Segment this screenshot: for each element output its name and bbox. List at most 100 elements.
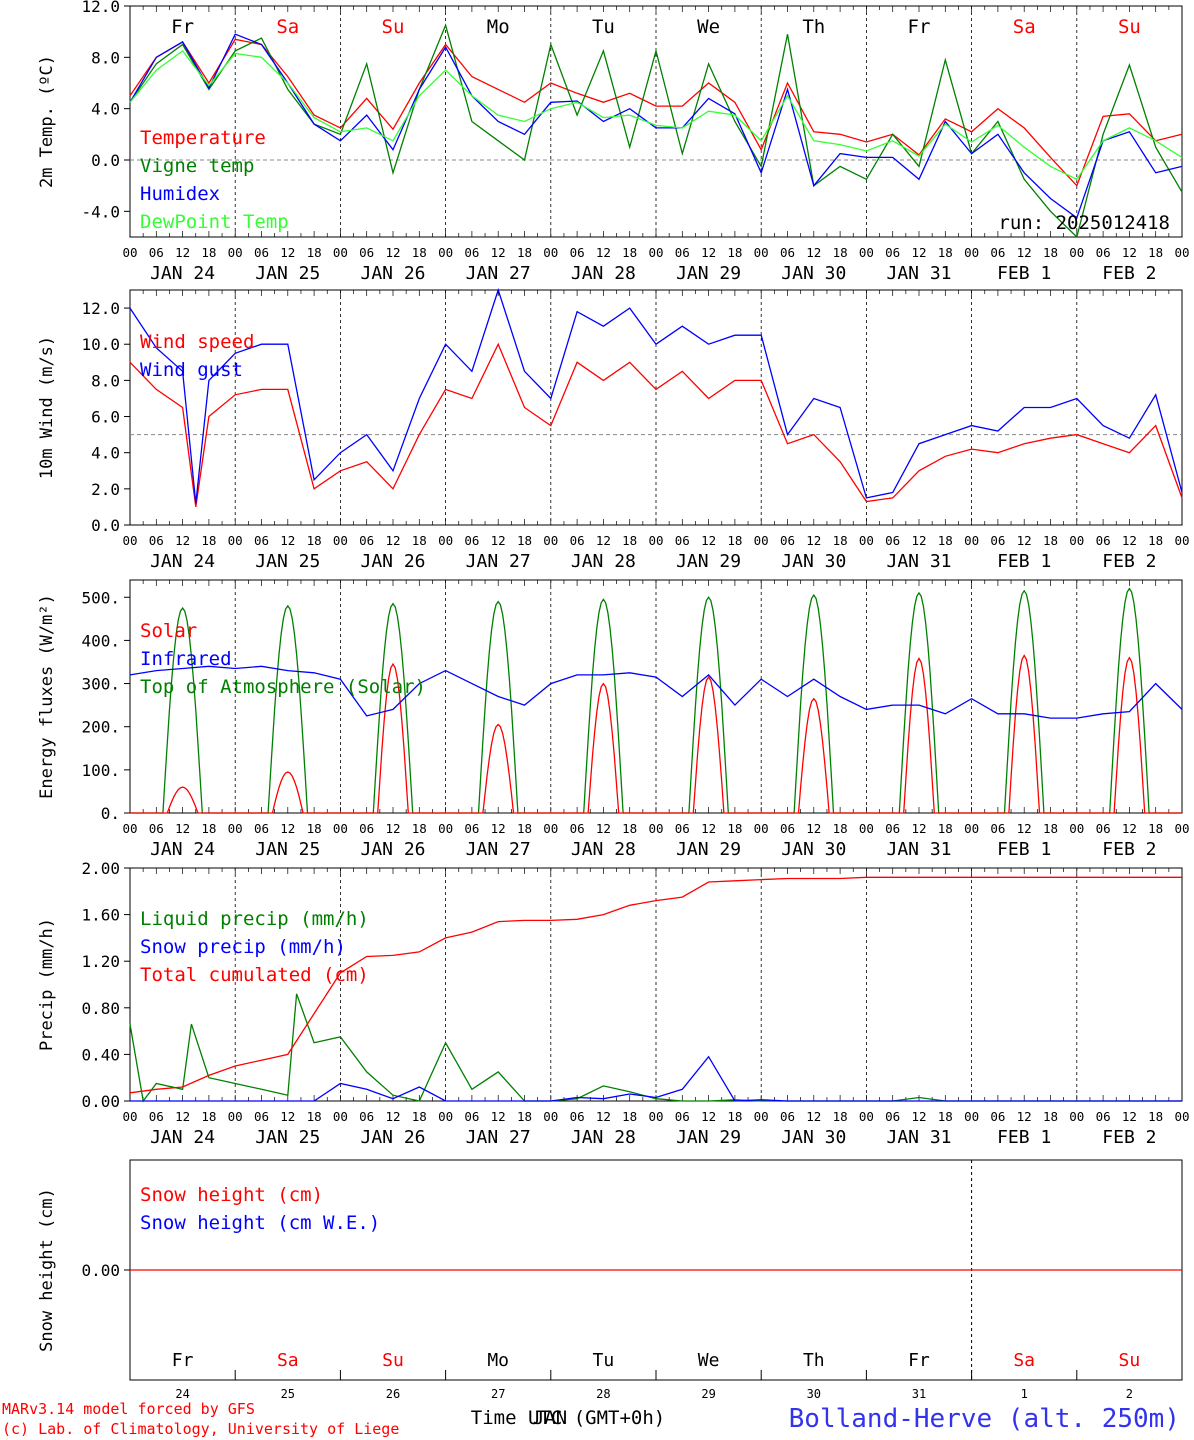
date-label: JAN 24 (150, 551, 215, 572)
legend-entry: Solar (140, 620, 197, 642)
y-axis-label: Snow height (cm) (37, 1188, 57, 1352)
hour-label: 12 (1122, 533, 1137, 548)
date-label: JAN 26 (360, 1127, 425, 1148)
weekday-label: Sa (1013, 16, 1036, 38)
hour-label: 12 (701, 245, 716, 260)
hour-label: 18 (517, 821, 532, 836)
hour-label: 18 (1148, 1109, 1163, 1124)
hour-label: 18 (1043, 1109, 1058, 1124)
y-tick-label: 4.0 (91, 100, 120, 119)
hour-label: 00 (1069, 821, 1084, 836)
hour-label: 12 (701, 1109, 716, 1124)
hour-label: 00 (438, 245, 453, 260)
y-tick-label: 200. (81, 718, 120, 737)
hour-label: 12 (385, 1109, 400, 1124)
y-tick-label: 12.0 (81, 0, 120, 16)
hour-label: 18 (517, 245, 532, 260)
hour-label: 18 (622, 245, 637, 260)
hour-label: 06 (675, 245, 690, 260)
hour-label: 00 (333, 245, 348, 260)
y-tick-label: 0.80 (81, 999, 120, 1018)
date-label: FEB 2 (1102, 263, 1156, 284)
series-line (130, 1055, 1182, 1102)
y-tick-label: -4.0 (81, 202, 120, 221)
day-number: 27 (491, 1387, 505, 1401)
hour-label: 12 (806, 821, 821, 836)
hour-label: 18 (622, 533, 637, 548)
hour-label: 00 (1174, 821, 1189, 836)
hour-label: 12 (596, 245, 611, 260)
hour-label: 12 (701, 821, 716, 836)
hour-label: 18 (307, 245, 322, 260)
y-tick-label: 2.0 (91, 480, 120, 499)
hour-label: 00 (1174, 533, 1189, 548)
date-label: JAN 31 (886, 1127, 951, 1148)
hour-label: 12 (385, 533, 400, 548)
date-label: JAN 25 (255, 551, 320, 572)
hour-label: 12 (596, 821, 611, 836)
hour-label: 12 (491, 821, 506, 836)
hour-label: 06 (1096, 245, 1111, 260)
y-tick-label: 1.60 (81, 906, 120, 925)
hour-label: 18 (622, 821, 637, 836)
weekday-label: Fr (171, 16, 194, 38)
hour-label: 18 (412, 533, 427, 548)
hour-label: 06 (464, 1109, 479, 1124)
hour-label: 00 (754, 821, 769, 836)
hour-label: 06 (675, 821, 690, 836)
weekday-label: We (697, 16, 720, 38)
hour-label: 12 (596, 1109, 611, 1124)
hour-label: 18 (622, 1109, 637, 1124)
y-tick-label: 0.00 (81, 1261, 120, 1280)
weekday-label: Th (802, 16, 825, 38)
hour-label: 18 (517, 533, 532, 548)
y-axis-label: Precip (mm/h) (37, 918, 57, 1051)
hour-label: 00 (754, 245, 769, 260)
series-line (129, 33, 1183, 219)
y-tick-label: 300. (81, 675, 120, 694)
legend-entry: Temperature (140, 127, 266, 149)
hour-label: 00 (964, 245, 979, 260)
weekday-label: Fr (908, 16, 931, 38)
weekday-label: Tu (593, 1350, 615, 1371)
hour-label: 06 (359, 821, 374, 836)
date-label: JAN 30 (781, 839, 846, 860)
hour-label: 06 (990, 533, 1005, 548)
date-label: JAN 29 (676, 1127, 741, 1148)
hour-label: 06 (990, 821, 1005, 836)
hour-label: 06 (885, 245, 900, 260)
footer-credit-lab: (c) Lab. of Climatology, University of L… (2, 1420, 399, 1438)
date-label: JAN 28 (571, 839, 636, 860)
hour-label: 00 (964, 533, 979, 548)
hour-label: 12 (175, 1109, 190, 1124)
date-label: JAN 27 (466, 263, 531, 284)
series-line (129, 342, 1183, 507)
day-number: 1 (1021, 1387, 1028, 1401)
hour-label: 00 (122, 533, 137, 548)
weekday-label: Su (382, 16, 405, 38)
date-label: JAN 24 (150, 1127, 215, 1148)
hour-label: 00 (648, 821, 663, 836)
hour-label: 00 (333, 533, 348, 548)
hour-label: 06 (780, 533, 795, 548)
hour-label: 12 (385, 821, 400, 836)
y-tick-label: 500. (81, 588, 120, 607)
legend-entry: Infrared (140, 648, 232, 670)
date-label: JAN 25 (255, 263, 320, 284)
date-label: JAN 25 (255, 839, 320, 860)
date-label: JAN 30 (781, 551, 846, 572)
legend-entry: DewPoint Temp (140, 211, 289, 233)
hour-label: 18 (727, 533, 742, 548)
hour-label: 06 (570, 1109, 585, 1124)
hour-label: 18 (727, 245, 742, 260)
hour-label: 06 (885, 821, 900, 836)
hour-label: 06 (359, 245, 374, 260)
hour-label: 12 (1122, 821, 1137, 836)
date-label: JAN 26 (360, 839, 425, 860)
hour-label: 00 (1069, 1109, 1084, 1124)
weekday-label: Mo (487, 16, 510, 38)
y-axis-label: 2m Temp. (ºC) (37, 55, 57, 188)
hour-label: 00 (438, 1109, 453, 1124)
hour-label: 18 (307, 821, 322, 836)
y-tick-label: 0. (101, 804, 120, 823)
